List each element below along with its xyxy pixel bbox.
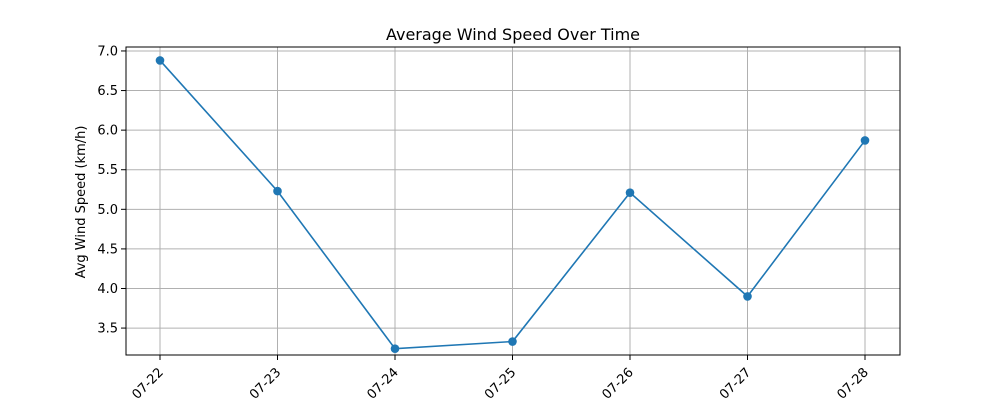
y-tick-label: 3.5 (97, 322, 118, 337)
series-layer (155, 56, 870, 353)
x-tick-label: 07-27 (717, 365, 754, 400)
y-tick-label: 4.5 (97, 242, 118, 257)
y-tick-label: 4.0 (97, 282, 118, 297)
data-point (743, 292, 752, 301)
y-tick-label: 6.0 (97, 124, 118, 139)
x-tick-label: 07-28 (835, 365, 872, 400)
x-tick-label: 07-25 (482, 365, 519, 400)
grid-lines (126, 47, 900, 355)
y-tick-label: 7.0 (97, 44, 118, 59)
x-tick-label: 07-24 (365, 365, 402, 400)
chart-title: Average Wind Speed Over Time (386, 25, 640, 44)
data-point (273, 186, 282, 196)
y-tick-label: 6.5 (97, 84, 118, 99)
data-point (625, 188, 635, 197)
x-tick-label: 07-23 (247, 365, 284, 400)
data-point (508, 337, 517, 346)
data-point (390, 344, 400, 353)
x-tick-label: 07-22 (130, 365, 167, 400)
data-point (155, 56, 165, 65)
axes: 07-22 07-23 07-24 07-25 07-26 07-27 07-28 3.5 4.… (97, 44, 872, 400)
y-axis-label: Avg Wind Speed (km/h) (74, 126, 89, 279)
y-tick-label: 5.0 (97, 203, 118, 218)
y-tick-label: 5.5 (97, 163, 118, 178)
plot-frame (125, 46, 901, 356)
data-point (860, 136, 870, 145)
x-tick-label: 07-26 (600, 365, 637, 400)
